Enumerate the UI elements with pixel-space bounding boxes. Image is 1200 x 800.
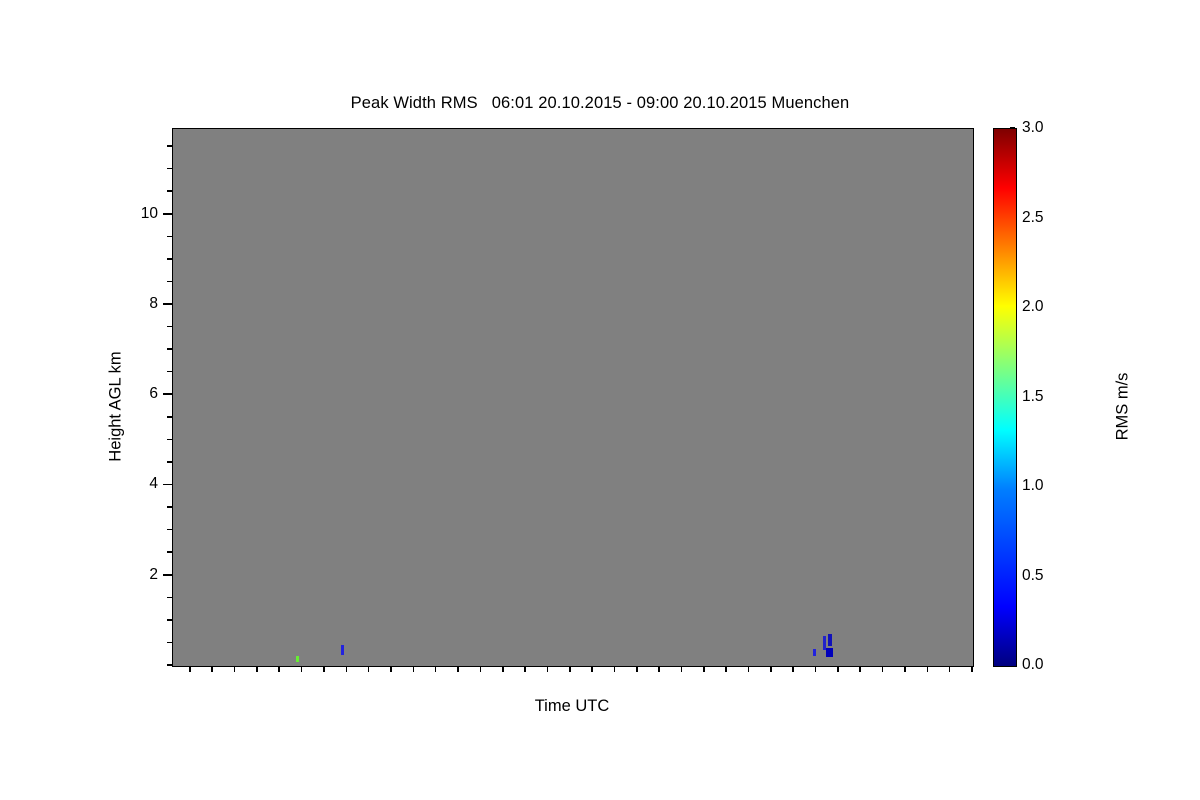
heatmap-canvas — [173, 129, 973, 666]
heatmap-data-cell — [828, 634, 832, 646]
heatmap-data-cell — [826, 648, 833, 657]
colorbar-tick-label: 1.5 — [1022, 387, 1044, 405]
y-axis-minor-tick — [167, 551, 172, 553]
y-axis-minor-tick — [167, 619, 172, 621]
x-axis-minor-tick — [703, 666, 705, 672]
x-axis-minor-tick — [434, 666, 437, 672]
x-axis-minor-tick — [680, 666, 683, 672]
y-axis-minor-tick — [167, 280, 172, 283]
colorbar[interactable] — [993, 128, 1017, 667]
x-axis-minor-tick — [479, 666, 482, 672]
y-axis-tick — [163, 393, 172, 396]
x-axis-minor-tick — [233, 666, 236, 672]
colorbar-tick-label: 2.0 — [1022, 298, 1044, 315]
y-axis-minor-tick — [167, 235, 172, 238]
x-axis-minor-tick — [412, 666, 415, 672]
y-axis-minor-tick — [167, 596, 172, 599]
x-axis-minor-tick — [546, 666, 549, 672]
x-axis-minor-tick — [904, 666, 906, 672]
y-axis-tick — [163, 483, 172, 486]
y-axis-tick — [163, 573, 172, 576]
x-axis-minor-tick — [367, 666, 370, 672]
x-axis-minor-tick — [948, 666, 951, 672]
y-axis-minor-tick — [167, 370, 172, 373]
y-axis-tick — [163, 212, 172, 215]
y-axis-minor-tick — [167, 190, 172, 192]
x-axis-minor-tick — [345, 666, 348, 672]
x-axis-minor-tick — [524, 666, 526, 672]
x-axis-minor-tick — [859, 666, 862, 672]
y-axis-tick — [163, 303, 172, 305]
x-axis-minor-tick — [211, 666, 214, 672]
y-axis-minor-tick — [167, 506, 172, 508]
x-axis-minor-tick — [837, 666, 839, 672]
x-axis-minor-tick — [747, 666, 750, 672]
x-axis-minor-tick — [256, 666, 258, 672]
y-axis-tick-label: 4 — [149, 475, 158, 493]
chart-title: Peak Width RMS 06:01 20.10.2015 - 09:00 … — [350, 94, 850, 112]
colorbar-tick-label: 0.5 — [1022, 566, 1044, 584]
x-axis-minor-tick — [658, 666, 660, 672]
y-axis-minor-tick — [167, 325, 172, 328]
colorbar-label: RMS m/s — [1113, 372, 1132, 441]
x-axis-minor-tick — [971, 666, 973, 672]
y-axis-minor-tick — [167, 461, 172, 463]
heatmap-data-cell — [823, 636, 826, 650]
x-axis-minor-tick — [278, 666, 281, 672]
colorbar-tick-label: 0.0 — [1022, 656, 1044, 673]
x-axis-minor-tick — [636, 666, 638, 672]
y-axis-tick-label: 8 — [149, 294, 158, 312]
y-axis-minor-tick — [167, 258, 172, 260]
x-axis-minor-tick — [568, 666, 571, 672]
colorbar-tick-label: 3.0 — [1022, 119, 1044, 136]
x-axis-minor-tick — [390, 666, 392, 672]
x-axis-minor-tick — [792, 666, 795, 672]
y-axis-minor-tick — [167, 664, 172, 666]
x-axis-minor-tick — [725, 666, 727, 672]
x-axis-minor-tick — [881, 666, 884, 672]
plot-area[interactable] — [172, 128, 974, 667]
y-axis-tick-label: 6 — [149, 385, 158, 403]
x-axis-minor-tick — [591, 666, 593, 672]
x-axis-minor-tick — [814, 666, 817, 672]
x-axis-minor-tick — [189, 666, 191, 672]
x-axis-label: Time UTC — [534, 697, 610, 715]
heatmap-data-cell — [296, 656, 299, 662]
y-axis-minor-tick — [167, 348, 172, 350]
colorbar-tick — [1010, 127, 1015, 129]
x-axis-minor-tick — [926, 666, 929, 672]
y-axis-label: Height AGL km — [106, 351, 125, 462]
x-axis-minor-tick — [323, 666, 325, 672]
y-axis-minor-tick — [167, 145, 172, 147]
x-axis-minor-tick — [613, 666, 616, 672]
y-axis-minor-tick — [167, 438, 172, 441]
y-axis-minor-tick — [167, 416, 172, 418]
y-axis-tick-label: 2 — [149, 565, 158, 583]
x-axis-minor-tick — [501, 666, 504, 672]
heatmap-data-cell — [813, 649, 816, 656]
y-axis-tick-label: 10 — [140, 204, 158, 222]
colorbar-tick-label: 1.0 — [1022, 477, 1044, 494]
y-axis-minor-tick — [167, 641, 172, 644]
x-axis-minor-tick — [300, 666, 303, 672]
x-axis-minor-tick — [770, 666, 772, 672]
y-axis-minor-tick — [167, 167, 172, 170]
y-axis-minor-tick — [167, 528, 172, 531]
x-axis-minor-tick — [457, 666, 459, 672]
heatmap-data-cell — [341, 645, 344, 655]
colorbar-tick-label: 2.5 — [1022, 208, 1044, 226]
